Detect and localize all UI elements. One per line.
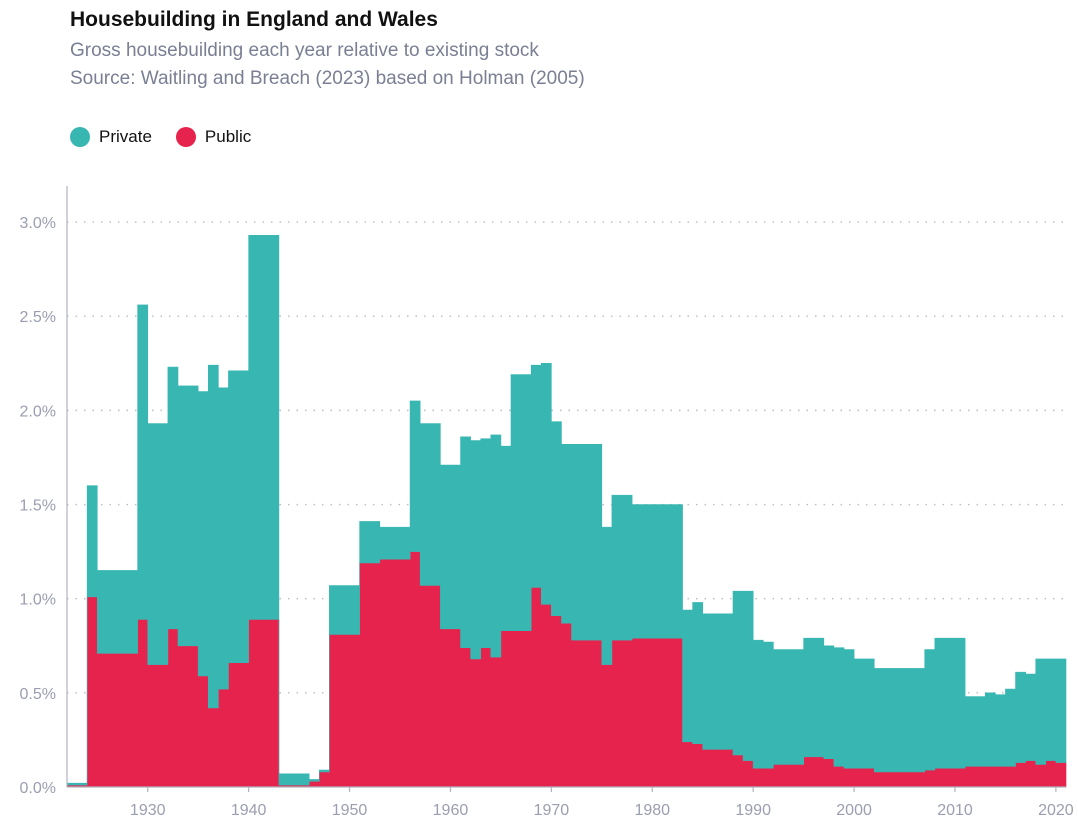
legend-swatch-public [175, 127, 196, 147]
legend-label-private: Private [99, 127, 152, 146]
legend-label-public: Public [204, 127, 252, 146]
y-axis-tick-labels: 0.0% 0.5% 1.0% 1.5% 2.0% 2.5% 3.0% [20, 215, 56, 797]
x-tick-label: 1990 [735, 802, 771, 819]
chart-title: Housebuilding in England and Wales [70, 8, 438, 31]
x-tick-label: 1960 [433, 802, 469, 819]
y-tick-label: 1.5% [20, 498, 56, 515]
legend-item-public[interactable]: Public [175, 127, 252, 147]
x-tick-label: 2010 [937, 802, 973, 819]
y-tick-label: 0.5% [20, 686, 56, 703]
x-tick-label: 1980 [634, 802, 670, 819]
legend: Private Public [70, 127, 275, 147]
area-series [66, 234, 1067, 788]
axes [66, 186, 1066, 792]
chart-source: Source: Waitling and Breach (2023) based… [70, 68, 585, 89]
legend-swatch-private [70, 127, 90, 147]
x-tick-label: 1930 [130, 802, 166, 819]
x-axis-tick-labels: 1930 1940 1950 1960 1970 1980 1990 2000 2010 2020 [130, 802, 1074, 819]
y-tick-label: 2.5% [20, 309, 56, 326]
x-tick-label: 2000 [836, 802, 872, 819]
y-tick-label: 3.0% [20, 215, 56, 232]
chart-subtitle: Gross housebuilding each year relative t… [70, 40, 539, 61]
x-tick-label: 2020 [1038, 802, 1074, 819]
y-tick-label: 1.0% [20, 592, 56, 609]
x-tick-label: 1970 [534, 802, 570, 819]
series-area-private [66, 234, 1067, 786]
y-tick-label: 0.0% [20, 780, 56, 797]
legend-item-private[interactable]: Private [70, 127, 152, 147]
x-tick-label: 1940 [231, 802, 267, 819]
x-tick-label: 1950 [332, 802, 368, 819]
y-tick-label: 2.0% [20, 403, 56, 420]
